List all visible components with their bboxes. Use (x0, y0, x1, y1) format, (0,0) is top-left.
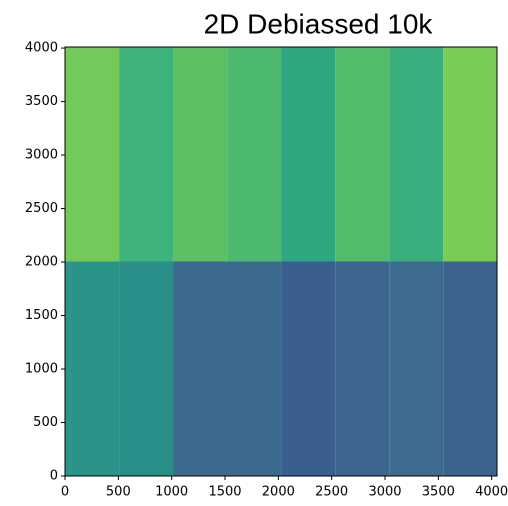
image-region (281, 47, 336, 262)
image-region (443, 261, 497, 476)
image-region (335, 261, 390, 476)
x-tick-label: 0 (61, 485, 69, 500)
x-tick-label: 500 (106, 485, 131, 500)
image-region (173, 261, 282, 476)
x-tick-label: 2000 (262, 485, 295, 500)
x-tick-label: 4000 (475, 485, 508, 500)
y-tick-label: 3000 (25, 148, 58, 163)
chart-title: 2D Debiassed 10k (204, 8, 434, 39)
image-region (389, 47, 444, 262)
x-tick-label: 1000 (155, 485, 188, 500)
x-tick-label: 1500 (208, 485, 241, 500)
image-region (443, 47, 497, 262)
x-tick-label: 3000 (368, 485, 401, 500)
image-region (227, 47, 282, 262)
y-tick-label: 4000 (25, 41, 58, 56)
plot-frame (64, 46, 498, 477)
image-region (65, 261, 120, 476)
y-tick-label: 2500 (25, 201, 58, 216)
image-region (335, 47, 390, 262)
image-region (389, 261, 444, 476)
y-tick-label: 3500 (25, 94, 58, 109)
y-tick-label: 0 (50, 469, 58, 484)
image-region (65, 47, 120, 262)
y-tick-label: 1500 (25, 308, 58, 323)
image-region (281, 261, 336, 476)
image-region (173, 47, 228, 262)
image-region (119, 47, 174, 262)
y-tick-label: 1000 (25, 362, 58, 377)
y-tick-label: 500 (33, 415, 58, 430)
y-tick-label: 2000 (25, 255, 58, 270)
x-tick-label: 3500 (422, 485, 455, 500)
image-region (119, 261, 174, 476)
x-tick-label: 2500 (315, 485, 348, 500)
